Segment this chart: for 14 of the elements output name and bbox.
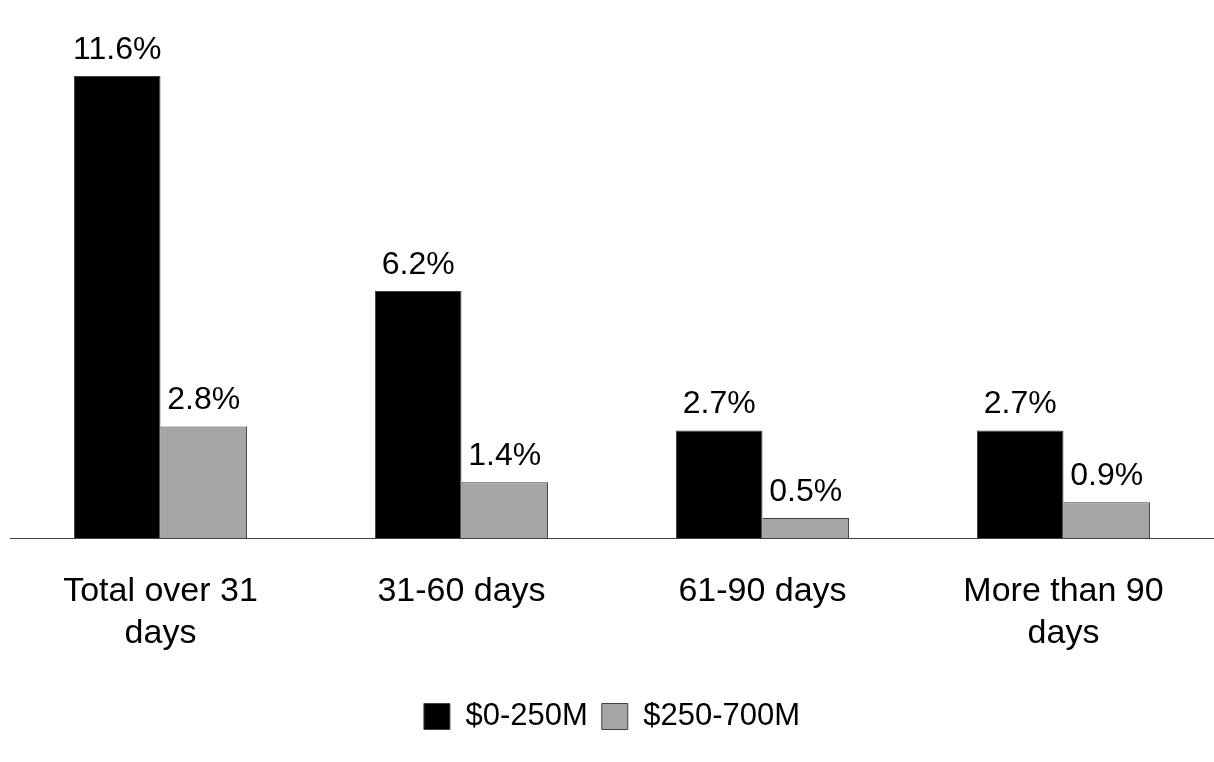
data-label: 0.5% [769, 471, 843, 508]
legend-label: $250-700M [643, 697, 801, 733]
x-tick-label: 31-60 days [377, 569, 546, 608]
data-label: 0.9% [1070, 455, 1144, 492]
data-label: 6.2% [381, 244, 455, 281]
data-label: 2.7% [983, 384, 1057, 421]
data-label: 2.8% [167, 380, 241, 417]
data-label: 11.6% [73, 29, 162, 66]
data-label: 1.4% [468, 436, 542, 473]
x-tick-label: Total over 31 days [63, 569, 258, 651]
x-tick-label: 61-90 days [678, 569, 847, 608]
x-tick-label: More than 90 days [963, 569, 1164, 651]
legend-label: $0-250M [465, 697, 588, 733]
data-label: 2.7% [682, 384, 756, 421]
